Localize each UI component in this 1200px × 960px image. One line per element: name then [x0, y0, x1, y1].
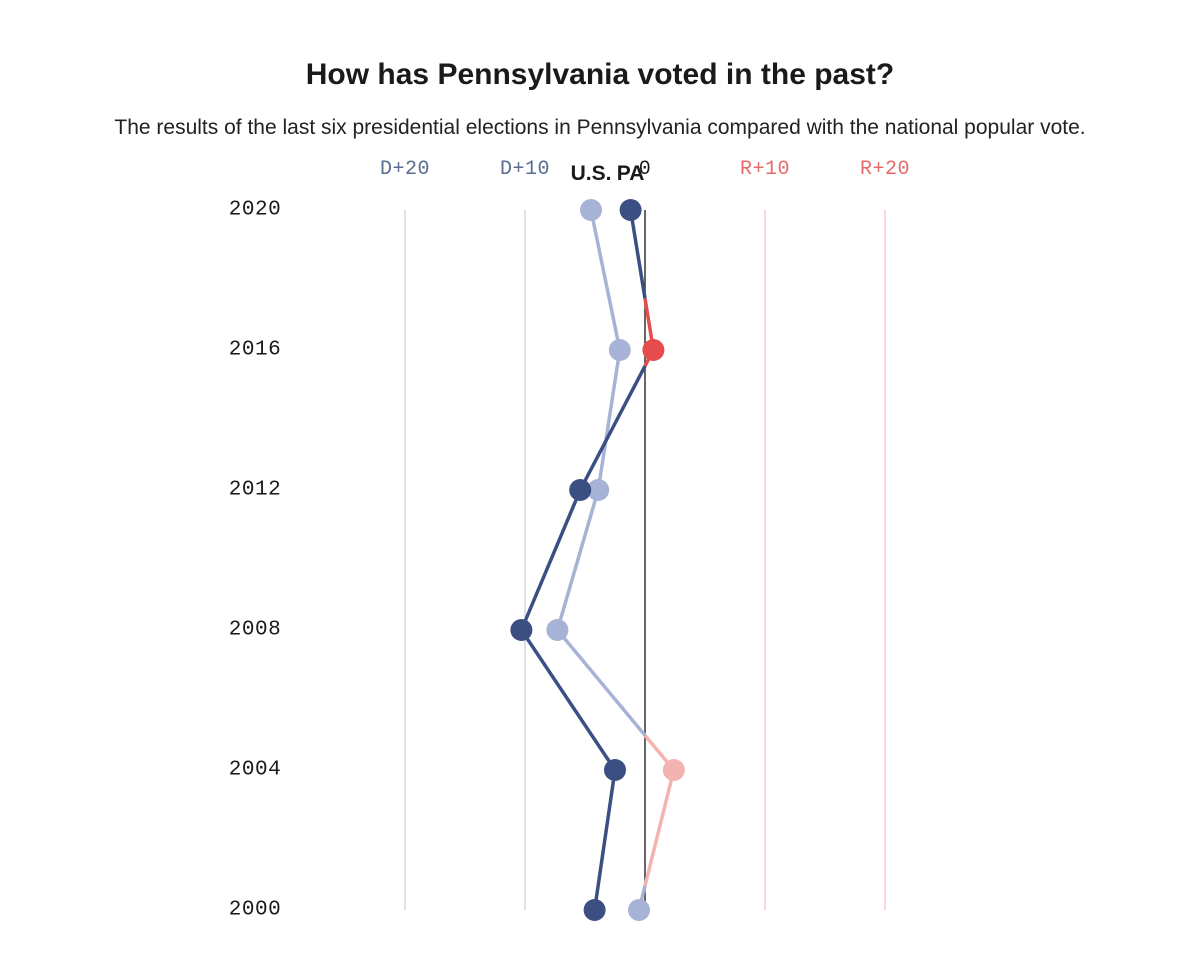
- data-point: [628, 899, 650, 921]
- x-tick-label: D+20: [380, 158, 430, 181]
- chart-subtitle: The results of the last six presidential…: [0, 116, 1200, 140]
- year-label: 2016: [229, 339, 281, 362]
- series-segment: [557, 630, 645, 735]
- chart-page: How has Pennsylvania voted in the past? …: [0, 0, 1200, 960]
- data-point: [580, 199, 602, 221]
- data-point: [584, 899, 606, 921]
- data-point: [642, 339, 664, 361]
- series-segment: [521, 630, 615, 770]
- year-label: 2008: [229, 619, 281, 642]
- data-point: [620, 199, 642, 221]
- series-segment: [645, 770, 674, 886]
- year-label: 2020: [229, 199, 281, 222]
- series-segment: [631, 210, 645, 298]
- data-point: [604, 759, 626, 781]
- year-label: 2012: [229, 479, 281, 502]
- series-segment: [591, 210, 620, 350]
- vote-margin-chart: D+20D+100R+10R+20U.S.PA20202016201220082…: [95, 150, 1105, 930]
- year-label: 2004: [229, 759, 281, 782]
- x-tick-label: D+10: [500, 158, 550, 181]
- series-segment: [557, 490, 598, 630]
- chart-title: How has Pennsylvania voted in the past?: [0, 58, 1200, 92]
- series-label-us: U.S.: [571, 162, 612, 186]
- data-point: [546, 619, 568, 641]
- series-segment: [521, 490, 580, 630]
- data-point: [609, 339, 631, 361]
- series-segment: [580, 366, 645, 490]
- data-point: [510, 619, 532, 641]
- chart-svg: [95, 150, 1105, 930]
- year-label: 2000: [229, 899, 281, 922]
- series-segment: [595, 770, 615, 910]
- series-label-pa: PA: [617, 162, 645, 186]
- x-tick-label: R+20: [860, 158, 910, 181]
- data-point: [663, 759, 685, 781]
- data-point: [569, 479, 591, 501]
- x-tick-label: R+10: [740, 158, 790, 181]
